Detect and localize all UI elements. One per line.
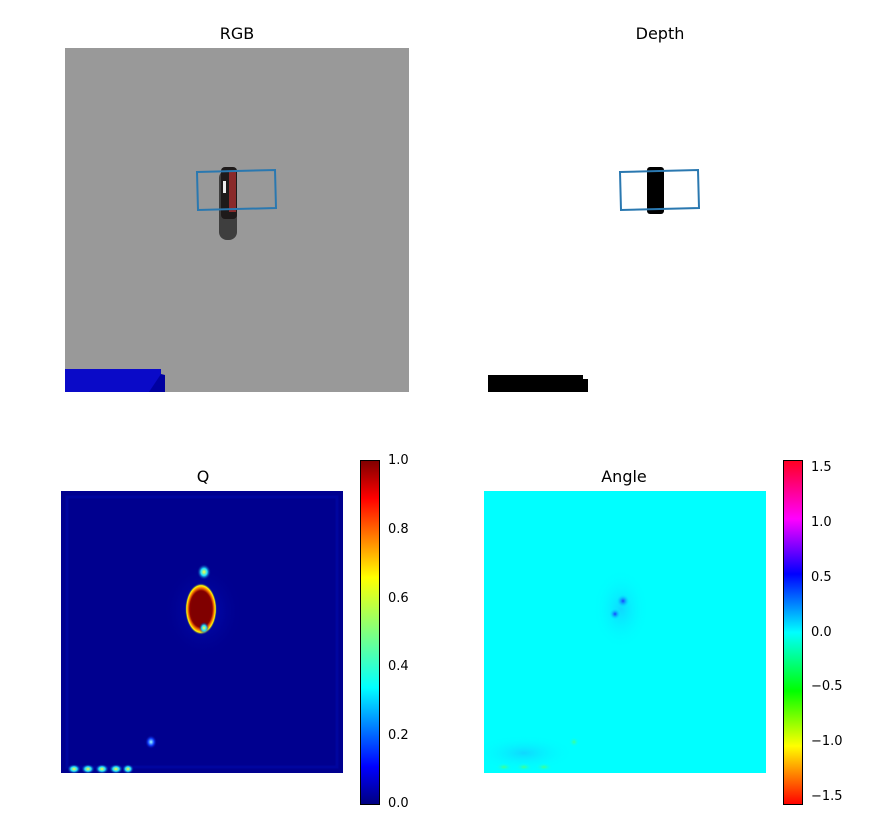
angle-soft-region: [593, 569, 649, 649]
angle-green-3: [536, 763, 552, 771]
q-colorbar: [360, 460, 380, 805]
depth-base-step: [583, 379, 588, 392]
q-cbar-tick-0.6: 0.6: [388, 591, 409, 606]
angle-spot-1: [616, 594, 630, 608]
q-top-spot: [197, 564, 211, 580]
q-edge-spot-3: [95, 764, 109, 773]
rgb-image: [65, 48, 409, 392]
rgb-grasp-rectangle: [195, 168, 278, 212]
depth-base: [488, 375, 583, 392]
depth-object: [647, 167, 664, 214]
q-peak-core: [191, 591, 211, 627]
angle-cbar-tick-0.5: 0.5: [811, 570, 832, 585]
angle-cbar-tick-1.5: 1.5: [811, 460, 832, 475]
q-cbar-tick-0.0: 0.0: [388, 796, 409, 811]
q-cbar-tick-0.2: 0.2: [388, 728, 409, 743]
angle-cbar-tick-neg1.5: −1.5: [811, 789, 843, 804]
angle-heatmap: [484, 491, 766, 773]
q-edge-spot-2: [81, 764, 95, 773]
q-lower-spot: [145, 735, 157, 749]
depth-image: [488, 48, 832, 392]
angle-spot-2: [609, 608, 621, 620]
rgb-blue-base: [65, 369, 161, 392]
rgb-object-label: [229, 172, 236, 212]
q-cbar-tick-0.4: 0.4: [388, 659, 409, 674]
rgb-blue-base-edge: [149, 374, 165, 392]
angle-green-1: [496, 763, 512, 771]
angle-title: Angle: [601, 467, 647, 486]
angle-bottom-soft: [484, 735, 574, 771]
angle-cbar-tick-neg0.5: −0.5: [811, 679, 843, 694]
depth-title: Depth: [635, 24, 685, 43]
q-edge-spot-5: [122, 764, 134, 773]
depth-background: [488, 48, 832, 392]
q-cbar-tick-1.0: 1.0: [388, 453, 409, 468]
q-edge-spot-1: [67, 764, 81, 773]
q-cbar-tick-0.8: 0.8: [388, 522, 409, 537]
q-heatmap: [61, 491, 343, 773]
q-edge-spot-4: [109, 764, 123, 773]
angle-green-2: [516, 763, 532, 771]
q-border: [65, 495, 339, 769]
angle-cbar-tick-0.0: 0.0: [811, 625, 832, 640]
q-title: Q: [196, 467, 210, 486]
q-bottom-spot: [199, 622, 209, 634]
angle-colorbar: [783, 460, 803, 805]
angle-cbar-tick-neg1.0: −1.0: [811, 734, 843, 749]
angle-cbar-tick-1.0: 1.0: [811, 515, 832, 530]
rgb-object-highlight: [223, 181, 226, 193]
rgb-title: RGB: [219, 24, 255, 43]
angle-green-4: [569, 737, 579, 747]
depth-grasp-rectangle: [618, 168, 701, 212]
